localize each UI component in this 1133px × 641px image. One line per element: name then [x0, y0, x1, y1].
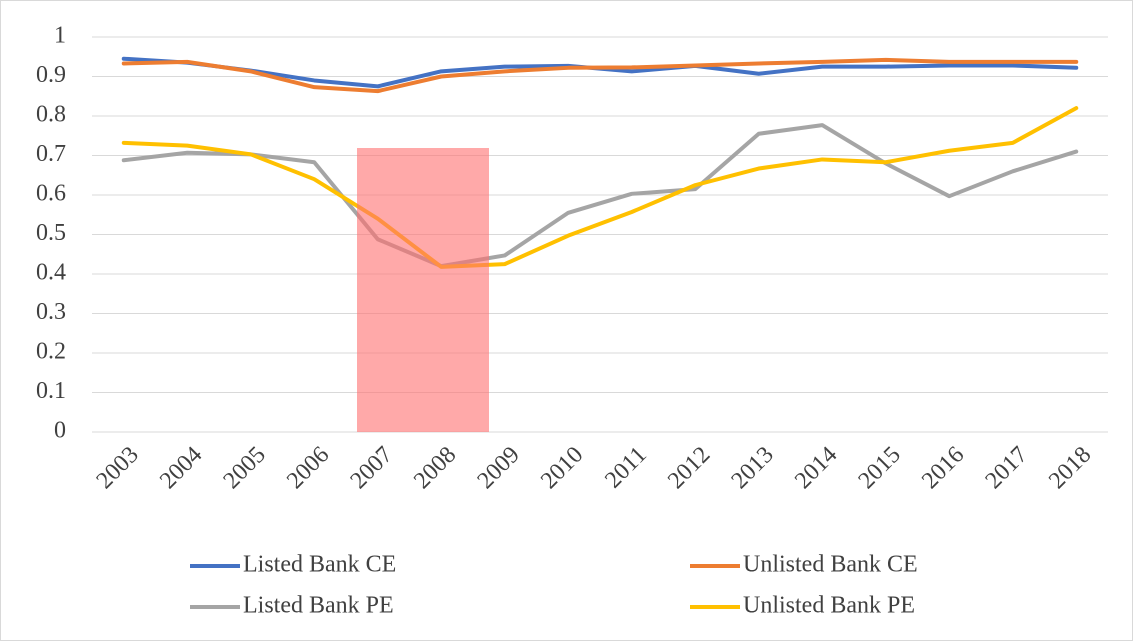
series-line	[121, 57, 1079, 94]
series-line	[121, 123, 1079, 269]
y-tick-label: 0.3	[36, 299, 66, 325]
y-tick-label: 0.8	[36, 102, 66, 128]
y-tick-label: 0	[54, 418, 66, 444]
legend-label: Listed Bank PE	[243, 593, 394, 619]
y-tick-label: 0.4	[36, 260, 66, 286]
y-tick-label: 0.9	[36, 62, 66, 88]
lines-layer	[121, 56, 1079, 269]
y-tick-label: 0.1	[36, 378, 66, 404]
legend-label: Listed Bank CE	[243, 552, 396, 578]
plot-layer	[92, 36, 1108, 433]
legend-label: Unlisted Bank PE	[743, 593, 915, 619]
series-line	[121, 106, 1079, 269]
highlight-band	[357, 148, 489, 432]
y-tick-label: 0.5	[36, 220, 66, 246]
y-tick-label: 0.2	[36, 339, 66, 365]
y-tick-label: 1	[54, 23, 66, 49]
y-tick-label: 0.7	[36, 141, 66, 167]
legend-label: Unlisted Bank CE	[743, 552, 918, 578]
y-tick-label: 0.6	[36, 181, 66, 207]
